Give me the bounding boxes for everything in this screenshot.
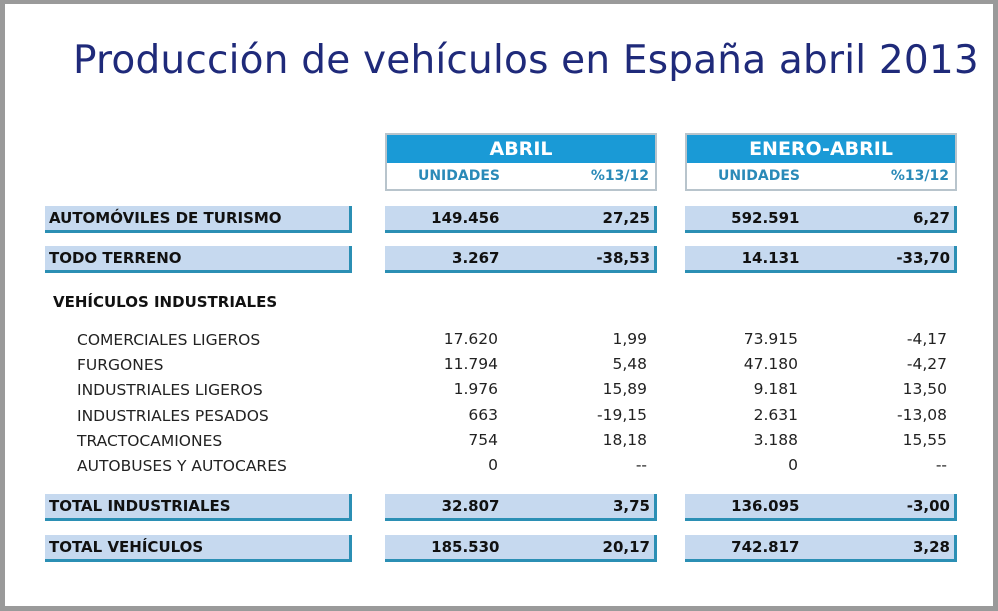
page-title: Producción de vehículos en España abril … bbox=[73, 38, 979, 83]
row-label-text: TOTAL VEHÍCULOS bbox=[49, 538, 204, 556]
subrow-label: INDUSTRIALES LIGEROS bbox=[77, 381, 263, 400]
enero-abril-units: 2.631 bbox=[753, 405, 798, 424]
subrow-abril: 17.620 1,99 bbox=[385, 330, 653, 348]
enero-abril-pct: -13,08 bbox=[897, 405, 947, 424]
enero-abril-pct: 3,28 bbox=[912, 538, 950, 556]
subrow-label: INDUSTRIALES PESADOS bbox=[77, 406, 269, 425]
header-abril-label: ABRIL bbox=[387, 135, 655, 163]
abril-units: 3.267 bbox=[452, 249, 500, 267]
abril-pct: 20,17 bbox=[602, 538, 650, 556]
subrow-label: TRACTOCAMIONES bbox=[77, 431, 223, 450]
subrow-label: AUTOBUSES Y AUTOCARES bbox=[77, 457, 287, 475]
enero-abril-units: 14.131 bbox=[741, 249, 800, 267]
abril-units: 17.620 bbox=[443, 330, 498, 348]
subrow-abril: 663 -19,15 bbox=[385, 406, 653, 424]
abril-pct: -38,53 bbox=[596, 249, 650, 267]
row-label: TOTAL INDUSTRIALES bbox=[45, 494, 352, 521]
enero-abril-units: 742.817 bbox=[731, 538, 800, 556]
row-abril: 32.807 3,75 bbox=[385, 494, 657, 521]
header-units: UNIDADES bbox=[417, 168, 500, 184]
row-label-text: TODO TERRENO bbox=[49, 249, 182, 267]
abril-units: 185.530 bbox=[431, 538, 500, 556]
header-units: UNIDADES bbox=[717, 168, 800, 184]
abril-pct: 15,89 bbox=[602, 380, 647, 399]
subrow-label: FURGONES bbox=[77, 356, 164, 375]
subrow-abril: 0 -- bbox=[385, 456, 653, 474]
subrow-enero-abril: 47.180 -4,27 bbox=[685, 355, 953, 373]
enero-abril-pct: -- bbox=[935, 456, 947, 474]
enero-abril-pct: -33,70 bbox=[896, 249, 950, 267]
enero-abril-units: 3.188 bbox=[753, 430, 798, 449]
row-abril: 185.530 20,17 bbox=[385, 535, 657, 562]
subrow-abril: 11.794 5,48 bbox=[385, 355, 653, 373]
enero-abril-pct: 6,27 bbox=[912, 209, 950, 227]
row-enero-abril: 742.817 3,28 bbox=[685, 535, 957, 562]
row-enero-abril: 592.591 6,27 bbox=[685, 206, 957, 233]
row-enero-abril: 136.095 -3,00 bbox=[685, 494, 957, 521]
abril-units: 11.794 bbox=[443, 355, 498, 374]
subrow-enero-abril: 9.181 13,50 bbox=[685, 380, 953, 398]
enero-abril-pct: -3,00 bbox=[906, 497, 950, 515]
abril-units: 149.456 bbox=[431, 209, 500, 227]
header-abril: ABRIL UNIDADES %13/12 bbox=[385, 133, 657, 191]
abril-pct: 5,48 bbox=[612, 355, 647, 374]
row-label: AUTOMÓVILES DE TURISMO bbox=[45, 206, 352, 233]
enero-abril-units: 47.180 bbox=[743, 355, 798, 374]
enero-abril-pct: -4,27 bbox=[906, 355, 947, 374]
subrow-enero-abril: 3.188 15,55 bbox=[685, 431, 953, 449]
subrow-abril: 1.976 15,89 bbox=[385, 380, 653, 398]
enero-abril-units: 0 bbox=[788, 456, 798, 474]
abril-units: 663 bbox=[468, 405, 498, 424]
enero-abril-pct: 13,50 bbox=[902, 380, 947, 399]
row-abril: 149.456 27,25 bbox=[385, 206, 657, 233]
subrow-enero-abril: 2.631 -13,08 bbox=[685, 406, 953, 424]
abril-units: 1.976 bbox=[453, 380, 498, 399]
row-enero-abril: 14.131 -33,70 bbox=[685, 246, 957, 273]
enero-abril-pct: 15,55 bbox=[902, 430, 947, 449]
header-pct: %13/12 bbox=[890, 168, 949, 184]
subrow-abril: 754 18,18 bbox=[385, 431, 653, 449]
abril-units: 754 bbox=[468, 430, 498, 449]
subrow-label: COMERCIALES LIGEROS bbox=[77, 331, 261, 349]
enero-abril-pct: -4,17 bbox=[906, 330, 947, 348]
abril-pct: 27,25 bbox=[602, 209, 650, 227]
abril-units: 0 bbox=[488, 456, 498, 474]
row-label-text: TOTAL INDUSTRIALES bbox=[49, 497, 231, 515]
header-pct: %13/12 bbox=[590, 168, 649, 184]
enero-abril-units: 9.181 bbox=[753, 380, 798, 399]
abril-pct: -19,15 bbox=[597, 405, 647, 424]
abril-pct: 3,75 bbox=[612, 497, 650, 515]
enero-abril-units: 592.591 bbox=[731, 209, 800, 227]
subrow-enero-abril: 73.915 -4,17 bbox=[685, 330, 953, 348]
header-enero-abril: ENERO-ABRIL UNIDADES %13/12 bbox=[685, 133, 957, 191]
subrow-enero-abril: 0 -- bbox=[685, 456, 953, 474]
abril-pct: 1,99 bbox=[612, 330, 647, 348]
row-label-text: AUTOMÓVILES DE TURISMO bbox=[49, 209, 282, 227]
row-abril: 3.267 -38,53 bbox=[385, 246, 657, 273]
abril-pct: 18,18 bbox=[602, 430, 647, 449]
header-enero-abril-label: ENERO-ABRIL bbox=[687, 135, 955, 163]
enero-abril-units: 136.095 bbox=[731, 497, 800, 515]
row-label: TODO TERRENO bbox=[45, 246, 352, 273]
abril-units: 32.807 bbox=[441, 497, 500, 515]
section-label: VEHÍCULOS INDUSTRIALES bbox=[53, 293, 278, 311]
enero-abril-units: 73.915 bbox=[743, 330, 798, 348]
row-label: TOTAL VEHÍCULOS bbox=[45, 535, 352, 562]
abril-pct: -- bbox=[635, 456, 647, 474]
